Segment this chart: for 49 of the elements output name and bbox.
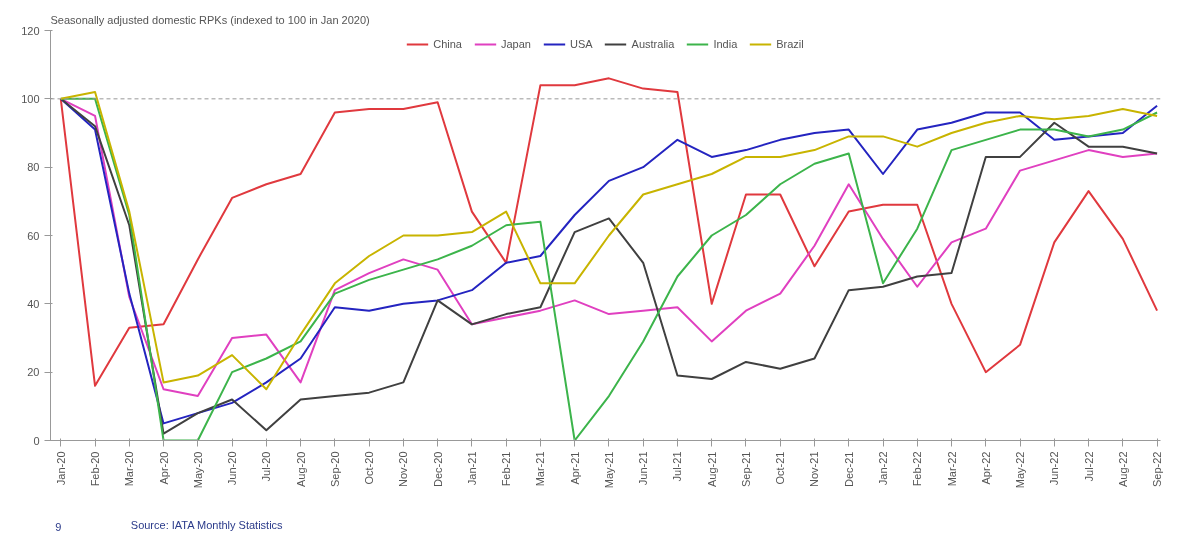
- y-tick-label: 120: [21, 24, 40, 37]
- x-tick-label: Jun-21: [637, 451, 650, 486]
- x-tick-label: Feb-22: [911, 451, 924, 487]
- x-tick-label: Aug-21: [705, 451, 718, 487]
- x-tick-label: Mar-20: [123, 451, 136, 487]
- x-tick-label: Jan-21: [465, 451, 478, 486]
- x-tick-label: Oct-21: [774, 451, 787, 485]
- legend-label: Australia: [631, 38, 675, 50]
- legend-label: Brazil: [776, 38, 804, 50]
- source-note: Source: IATA Monthly Statistics: [130, 518, 284, 531]
- x-tick-label: Feb-20: [89, 451, 102, 487]
- x-tick-label: Jun-22: [1048, 451, 1061, 486]
- x-tick-label: Jan-20: [54, 451, 67, 486]
- x-tick-label: May-22: [1014, 451, 1027, 489]
- x-tick-label: Mar-22: [945, 451, 958, 487]
- x-tick-label: Nov-20: [397, 451, 410, 487]
- chart-title: Seasonally adjusted domestic RPKs (indexed to 100 in Jan 2020): [50, 13, 370, 26]
- text: 9: [55, 520, 62, 533]
- x-tick-label: Apr-20: [157, 451, 170, 485]
- x-tick-label: Dec-20: [431, 451, 444, 487]
- y-tick-label: 20: [27, 366, 40, 379]
- x-tick-label: Sep-21: [739, 451, 752, 487]
- x-tick-label: Jul-22: [1082, 451, 1095, 482]
- legend-label: India: [713, 38, 738, 50]
- x-tick-label: Jan-22: [877, 451, 889, 486]
- x-tick-label: Aug-22: [1116, 451, 1129, 487]
- x-tick-label: Sep-20: [328, 451, 341, 487]
- x-tick-label: Feb-21: [500, 451, 513, 487]
- x-tick-label: Mar-21: [534, 451, 547, 487]
- x-tick-label: Sep-22: [1151, 451, 1164, 487]
- x-tick-label: Apr-21: [568, 451, 581, 485]
- y-tick-label: 60: [27, 229, 40, 242]
- x-tick-label: Apr-22: [979, 451, 992, 485]
- y-tick-label: 100: [21, 92, 40, 105]
- y-tick-label: 80: [27, 161, 40, 174]
- legend-label: China: [433, 38, 462, 50]
- legend-label: Japan: [500, 38, 531, 50]
- x-tick-label: May-21: [602, 451, 615, 489]
- x-tick-label: Jul-20: [260, 451, 273, 482]
- x-tick-label: Dec-21: [842, 451, 855, 487]
- x-tick-label: Aug-20: [294, 451, 307, 487]
- y-tick-label: 40: [27, 297, 40, 310]
- x-tick-label: Jun-20: [226, 451, 239, 486]
- legend-label: USA: [569, 38, 593, 50]
- x-tick-label: May-20: [191, 451, 204, 489]
- x-tick-label: Oct-20: [363, 451, 376, 485]
- x-tick-label: Jul-21: [671, 451, 684, 482]
- y-tick-label: 0: [33, 434, 40, 447]
- x-tick-label: Nov-21: [808, 451, 821, 487]
